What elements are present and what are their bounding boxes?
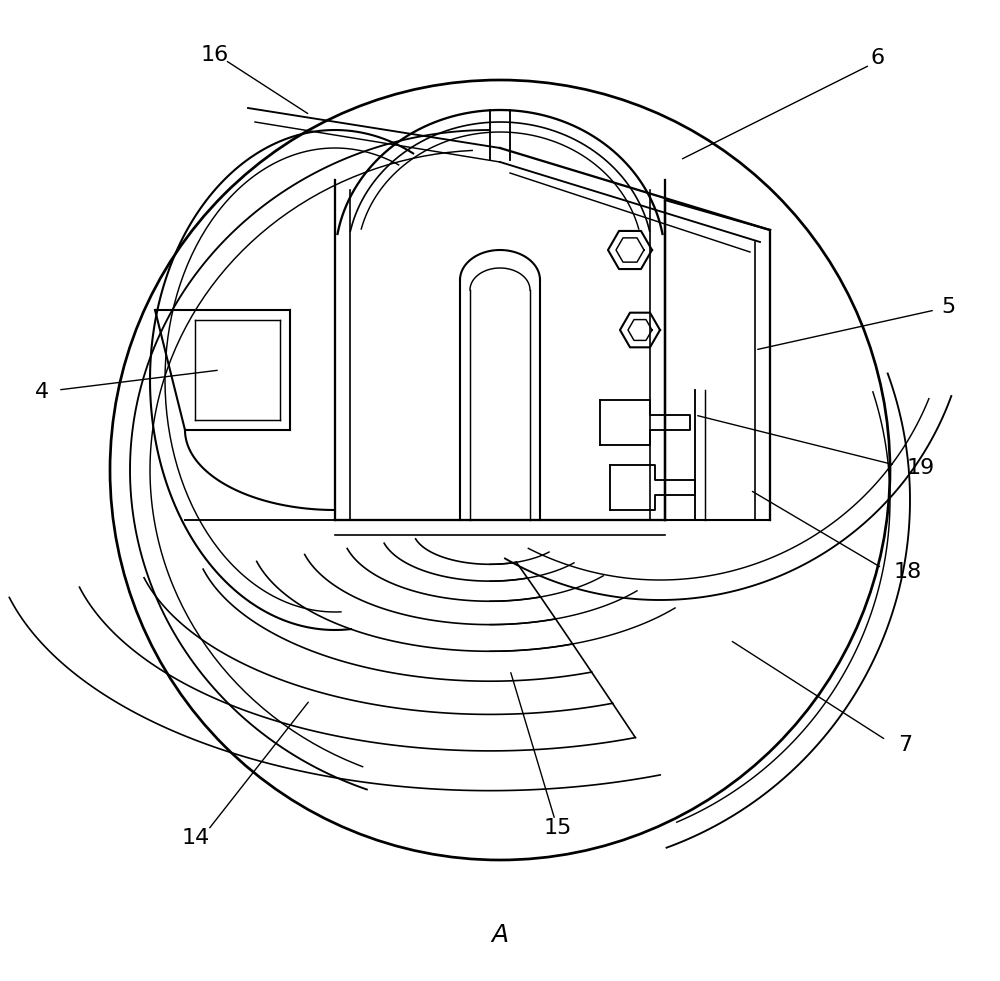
Text: 6: 6 — [871, 48, 885, 68]
Text: 14: 14 — [182, 828, 210, 848]
Text: 4: 4 — [35, 382, 49, 402]
Text: 16: 16 — [201, 45, 229, 65]
Text: 19: 19 — [907, 458, 935, 478]
Text: 15: 15 — [544, 818, 572, 838]
Text: 18: 18 — [894, 562, 922, 582]
Text: 7: 7 — [898, 735, 912, 755]
Text: A: A — [491, 923, 509, 947]
Text: 5: 5 — [941, 297, 955, 317]
